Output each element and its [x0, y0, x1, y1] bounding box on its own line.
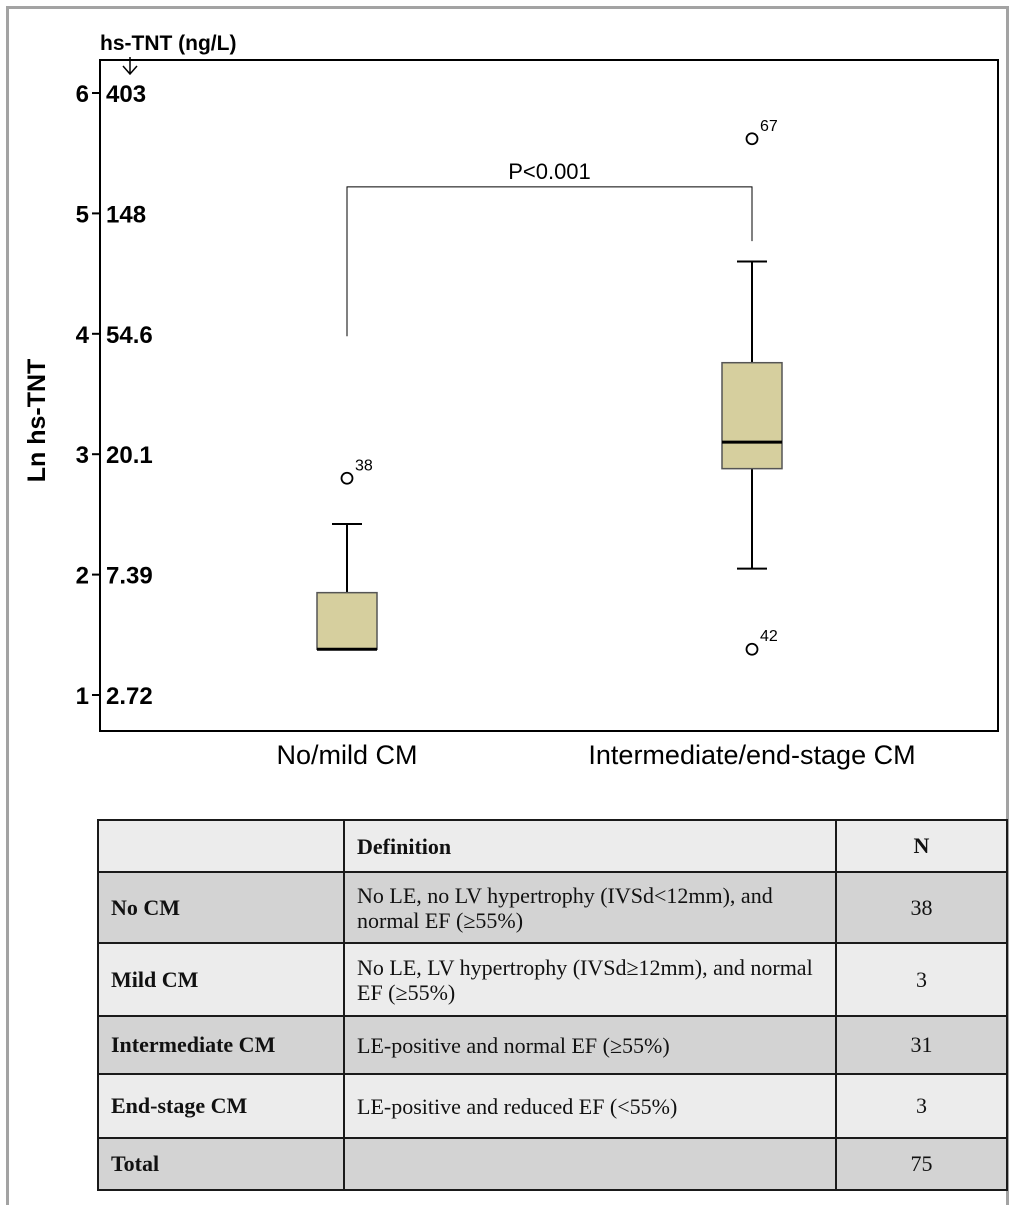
- outlier-point: [340, 471, 354, 485]
- box: [721, 361, 783, 470]
- y-secondary-tick-label: 403: [106, 81, 146, 108]
- significance-label: P<0.001: [508, 159, 591, 184]
- y-secondary-tick-label: 148: [106, 201, 146, 228]
- table-row: Mild CM No LE, LV hypertrophy (IVSd≥12mm…: [97, 942, 1008, 1017]
- row-n: 38: [835, 871, 1008, 944]
- y-tick-label: 4: [76, 322, 90, 349]
- y-tick-label: 3: [76, 442, 89, 469]
- y-secondary-tick-label: 2.72: [106, 683, 153, 710]
- y-secondary-tick-label: 54.6: [106, 322, 153, 349]
- significance-bracket: [346, 186, 753, 337]
- header-cell-definition: Definition: [343, 819, 837, 873]
- box-plot-chart: 1 2.72 2 7.39 3 20.1 4 54.6 5 148 6 403 Ln hs-TNT hs-…: [23, 32, 999, 770]
- outlier-point: [745, 642, 759, 656]
- row-name: Mild CM: [97, 942, 345, 1017]
- box: [316, 591, 378, 650]
- row-definition: [343, 1137, 837, 1191]
- y-secondary-tick-label: 7.39: [106, 563, 153, 590]
- x-category-label: Intermediate/end-stage CM: [588, 740, 915, 770]
- row-name: Intermediate CM: [97, 1015, 345, 1075]
- table-header-row: Definition N: [97, 819, 1008, 873]
- y-tick-label: 6: [76, 81, 89, 108]
- secondary-axis-label: hs-TNT (ng/L): [100, 32, 236, 55]
- row-n: 75: [835, 1137, 1008, 1191]
- figure-frame: [6, 6, 1009, 1205]
- row-definition: LE-positive and reduced EF (<55%): [343, 1073, 837, 1139]
- row-definition: No LE, LV hypertrophy (IVSd≥12mm), and n…: [343, 942, 837, 1017]
- down-arrow-icon: [122, 57, 138, 76]
- plot-area: [99, 59, 999, 732]
- y-tick-label: 5: [76, 201, 89, 228]
- row-definition: LE-positive and normal EF (≥55%): [343, 1015, 837, 1075]
- table-row: Intermediate CM LE-positive and normal E…: [97, 1015, 1008, 1075]
- row-name: End-stage CM: [97, 1073, 345, 1139]
- row-name: Total: [97, 1137, 345, 1191]
- y-secondary-tick-label: 20.1: [106, 442, 153, 469]
- row-definition: No LE, no LV hypertrophy (IVSd<12mm), an…: [343, 871, 837, 944]
- y-axis-label: Ln hs-TNT: [23, 359, 51, 483]
- row-n: 31: [835, 1015, 1008, 1075]
- header-cell-blank: [97, 819, 345, 873]
- table-row: No CM No LE, no LV hypertrophy (IVSd<12m…: [97, 871, 1008, 944]
- y-tick-label: 2: [76, 563, 89, 590]
- outlier-label: 42: [760, 628, 778, 645]
- definition-table: Definition N No CM No LE, no LV hypertro…: [97, 819, 1008, 1191]
- outlier-label: 67: [760, 118, 778, 135]
- table-row-total: Total 75: [97, 1137, 1008, 1191]
- row-name: No CM: [97, 871, 345, 944]
- row-n: 3: [835, 942, 1008, 1017]
- outlier-label: 38: [355, 457, 373, 474]
- header-cell-n: N: [835, 819, 1008, 873]
- y-tick-label: 1: [76, 683, 89, 710]
- row-n: 3: [835, 1073, 1008, 1139]
- x-category-label: No/mild CM: [276, 740, 417, 770]
- outlier-point: [745, 132, 759, 146]
- table-row: End-stage CM LE-positive and reduced EF …: [97, 1073, 1008, 1139]
